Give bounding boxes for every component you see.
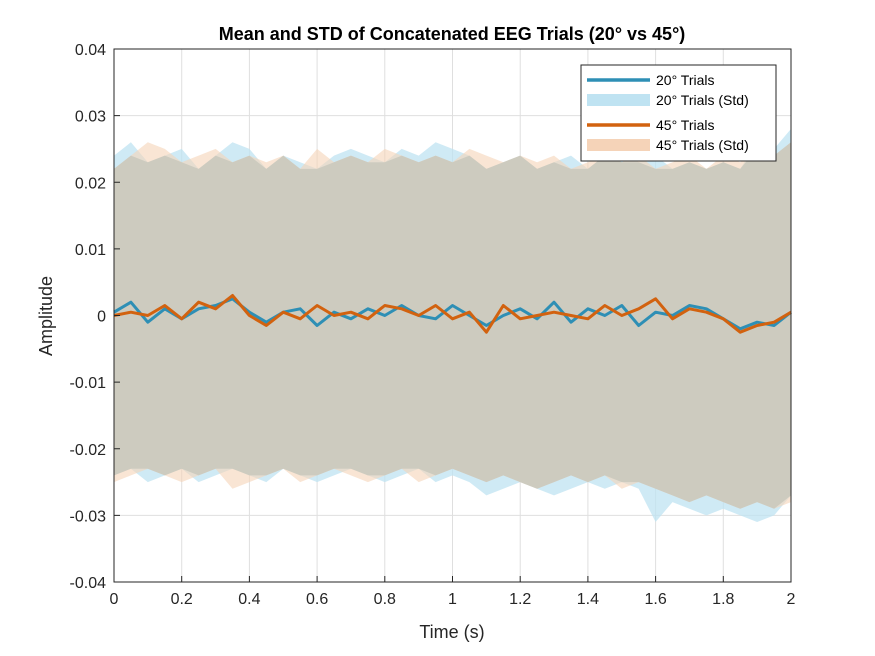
- y-tick-label: 0.01: [75, 242, 106, 259]
- chart-title: Mean and STD of Concatenated EEG Trials …: [219, 24, 686, 44]
- mean-lines: [113, 294, 792, 334]
- x-tick-label: 1.8: [712, 591, 734, 608]
- x-tick-label: 0.4: [238, 591, 260, 608]
- y-tick-label: -0.01: [70, 375, 107, 392]
- line-45-trials: [113, 294, 792, 334]
- ticks: 0 0.2 0.4 0.6 0.8 1 1.2 1.4 1.6 1.8 2 -0.04 -0.03 -0.…: [70, 42, 796, 608]
- legend: 20° Trials 20° Trials (Std) 45° Trials 4…: [580, 64, 777, 162]
- y-tick-label: -0.04: [70, 575, 107, 592]
- std-bands: [114, 128, 791, 522]
- legend-swatch-45-trials-std: [587, 139, 650, 151]
- legend-label-45-trials: 45° Trials: [656, 117, 715, 133]
- x-tick-label: 0.6: [306, 591, 328, 608]
- legend-label-20-trials: 20° Trials: [656, 72, 715, 88]
- y-tick-label: -0.02: [70, 442, 107, 459]
- legend-label-45-trials-std: 45° Trials (Std): [656, 137, 749, 153]
- y-axis-label: Amplitude: [36, 276, 56, 356]
- y-tick-label: 0.02: [75, 175, 106, 192]
- x-tick-label: 1.2: [509, 591, 531, 608]
- x-tick-label: 1.4: [577, 591, 599, 608]
- x-tick-label: 1: [448, 591, 457, 608]
- x-tick-label: 0.8: [374, 591, 396, 608]
- y-tick-label: 0: [97, 309, 106, 326]
- x-tick-label: 0: [110, 591, 119, 608]
- x-tick-label: 1.6: [644, 591, 666, 608]
- legend-swatch-20-trials-std: [587, 94, 650, 106]
- std-band-overlap: [114, 142, 791, 509]
- legend-label-20-trials-std: 20° Trials (Std): [656, 92, 749, 108]
- y-tick-label: 0.04: [75, 42, 106, 59]
- x-tick-label: 0.2: [171, 591, 193, 608]
- y-tick-label: 0.03: [75, 109, 106, 126]
- x-tick-label: 2: [787, 591, 796, 608]
- y-tick-label: -0.03: [70, 508, 107, 525]
- x-axis-label: Time (s): [419, 622, 484, 642]
